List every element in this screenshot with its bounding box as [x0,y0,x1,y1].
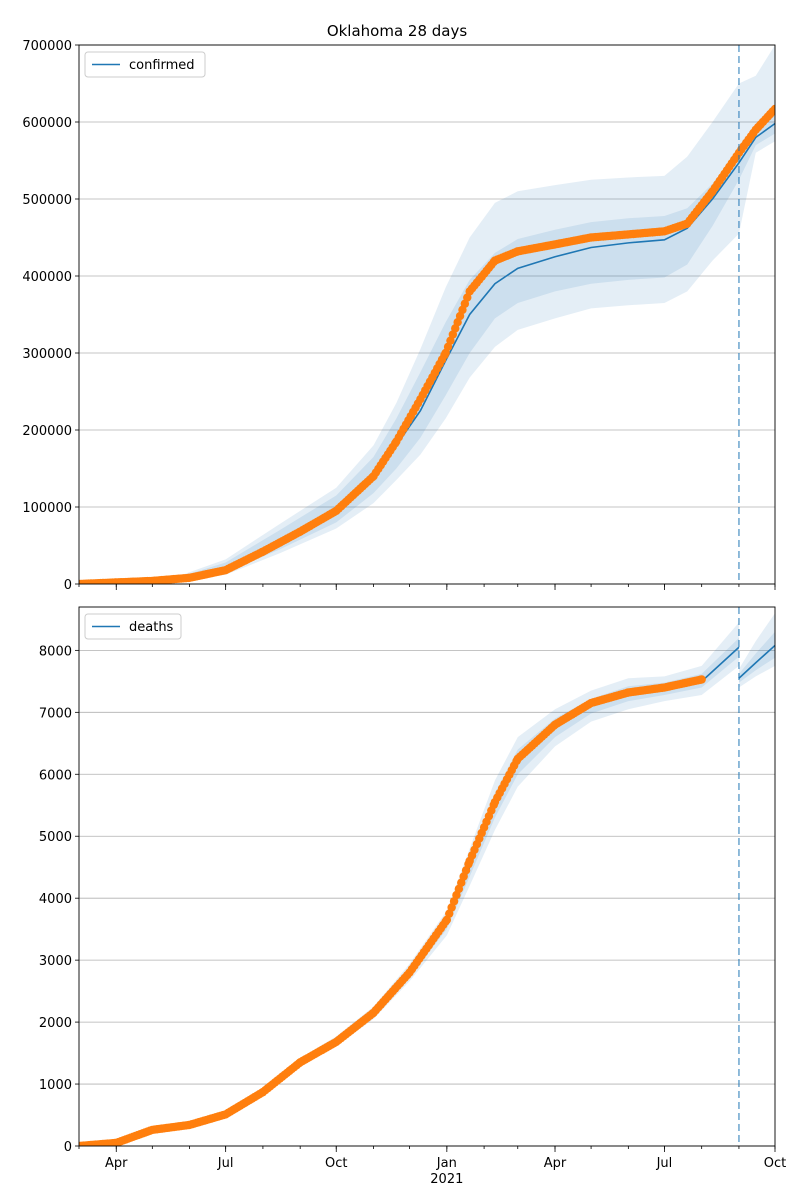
y-tick-label: 5000 [39,830,72,845]
y-tick-label: 500000 [22,193,72,208]
observed-point [697,675,706,684]
legend-box [84,51,206,78]
uncertainty-band-outer [79,622,739,1146]
x-tick-label: Jul [217,1156,234,1171]
plot-area [79,613,775,1146]
plot-area [79,45,775,584]
y-tick-label: 3000 [39,954,72,969]
y-tick-label: 400000 [22,270,72,285]
legend-label: deaths [129,620,174,635]
legend: deaths [84,613,182,640]
x-year-label: 2021 [430,1172,463,1187]
y-tick-label: 300000 [22,347,72,362]
confirmed-panel: 0 100000 200000 300000 400000 500000 600000 700… [22,39,776,593]
legend-label: confirmed [129,58,195,73]
legend: confirmed [84,51,206,78]
y-tick-label: 0 [64,578,72,593]
chart-title: Oklahoma 28 days [327,22,468,40]
model-line [79,646,740,1146]
uncertainty-band-inner [79,112,775,584]
axes-frame [78,606,776,1147]
observed-point [770,104,775,114]
x-tick-label: Apr [544,1156,567,1171]
x-tick-label: Apr [105,1156,128,1171]
y-tick-label: 0 [64,1140,72,1155]
y-tick-label: 8000 [39,644,72,659]
y-tick-label: 200000 [22,424,72,439]
y-tick-label: 100000 [22,501,72,516]
forecast-line [738,644,775,679]
x-tick-label: Oct [325,1156,347,1171]
x-tick-label: Jul [656,1156,673,1171]
axes-frame [78,44,776,585]
x-tick-label: Jan [436,1156,457,1171]
y-tick-label: 2000 [39,1016,72,1031]
y-tick-label: 1000 [39,1078,72,1093]
y-tick-label: 4000 [39,892,72,907]
uncertainty-band-outer [79,45,775,584]
y-tick-label: 7000 [39,706,72,721]
y-tick-label: 700000 [22,39,72,54]
deaths-panel: 0 1000 2000 3000 4000 5000 6000 7000 8000 Apr Jul O… [39,606,786,1187]
x-tick-label: Oct [764,1156,786,1171]
legend-box [84,613,182,640]
y-tick-label: 6000 [39,768,72,783]
uncertainty-band-inner [79,637,739,1146]
y-tick-label: 600000 [22,116,72,131]
